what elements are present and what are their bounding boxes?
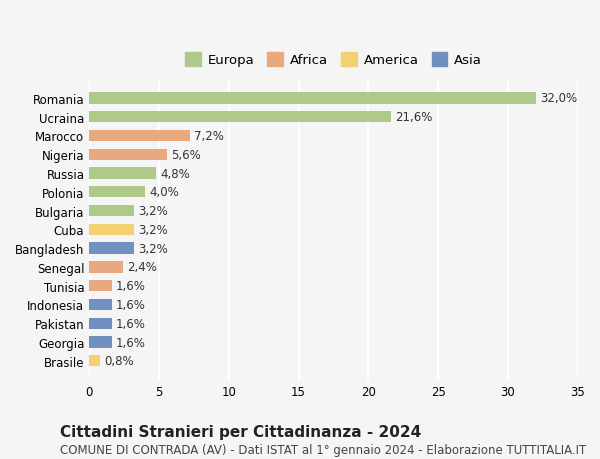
Text: 5,6%: 5,6% — [172, 148, 202, 162]
Text: 1,6%: 1,6% — [116, 336, 146, 349]
Text: 21,6%: 21,6% — [395, 111, 432, 124]
Bar — [89, 206, 134, 217]
Bar — [89, 93, 536, 104]
Text: COMUNE DI CONTRADA (AV) - Dati ISTAT al 1° gennaio 2024 - Elaborazione TUTTITALI: COMUNE DI CONTRADA (AV) - Dati ISTAT al … — [60, 443, 586, 456]
Text: 2,4%: 2,4% — [127, 261, 157, 274]
Bar — [89, 224, 134, 235]
Text: 3,2%: 3,2% — [138, 224, 168, 236]
Bar — [89, 112, 391, 123]
Bar — [89, 130, 190, 142]
Text: 3,2%: 3,2% — [138, 242, 168, 255]
Bar — [89, 243, 134, 254]
Text: 1,6%: 1,6% — [116, 280, 146, 292]
Bar — [89, 318, 112, 329]
Bar — [89, 280, 112, 291]
Text: 0,8%: 0,8% — [104, 354, 134, 368]
Text: 32,0%: 32,0% — [540, 92, 577, 105]
Bar — [89, 299, 112, 310]
Text: Cittadini Stranieri per Cittadinanza - 2024: Cittadini Stranieri per Cittadinanza - 2… — [60, 425, 421, 440]
Bar — [89, 149, 167, 161]
Text: 4,0%: 4,0% — [149, 186, 179, 199]
Legend: Europa, Africa, America, Asia: Europa, Africa, America, Asia — [185, 53, 482, 67]
Bar — [89, 355, 100, 367]
Text: 3,2%: 3,2% — [138, 205, 168, 218]
Bar — [89, 187, 145, 198]
Text: 4,8%: 4,8% — [160, 167, 190, 180]
Bar — [89, 168, 156, 179]
Text: 1,6%: 1,6% — [116, 317, 146, 330]
Text: 7,2%: 7,2% — [194, 130, 224, 143]
Bar — [89, 336, 112, 348]
Bar — [89, 262, 123, 273]
Text: 1,6%: 1,6% — [116, 298, 146, 311]
